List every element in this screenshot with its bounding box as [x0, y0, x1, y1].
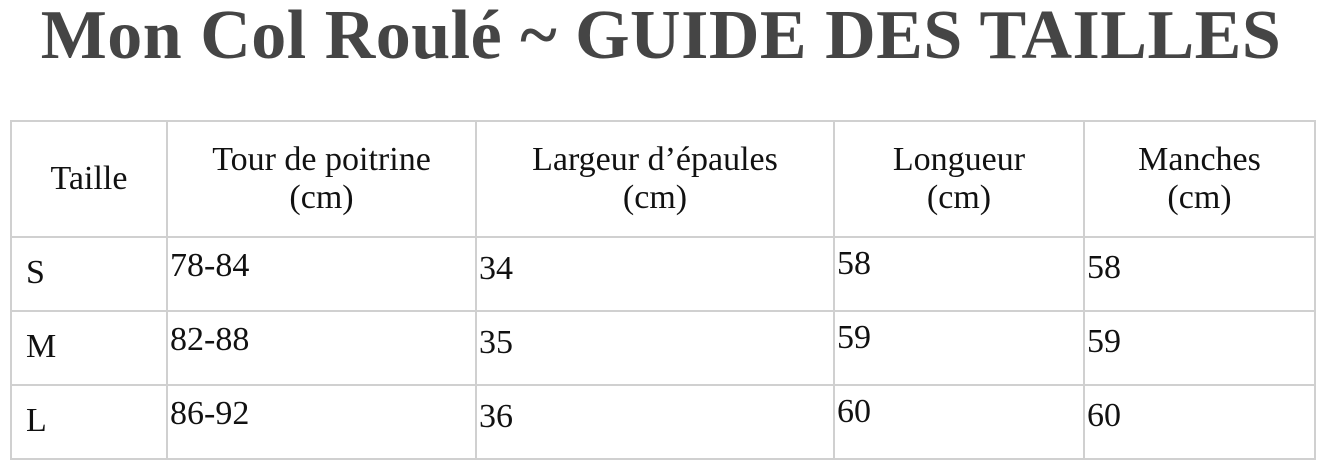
- cell-value: 34: [479, 250, 513, 287]
- header-label: Taille: [50, 160, 128, 197]
- header-unit: (cm): [926, 179, 992, 216]
- table-row: M 82-88 35 59 59: [10, 310, 1316, 386]
- header-unit: (cm): [622, 179, 688, 216]
- cell-value: 78-84: [170, 247, 250, 284]
- header-label: Longueur: [892, 141, 1026, 178]
- cell-shoulders: 36: [475, 384, 835, 460]
- cell-value: M: [26, 328, 57, 365]
- table-row: S 78-84 34 58 58: [10, 236, 1316, 312]
- cell-value: 35: [479, 324, 513, 361]
- cell-size: L: [10, 384, 168, 460]
- cell-value: 60: [1087, 397, 1121, 434]
- cell-sleeves: 59: [1083, 310, 1316, 386]
- header-unit: (cm): [289, 179, 354, 216]
- header-size: Taille: [10, 120, 168, 238]
- header-shoulders: Largeur d’épaules (cm): [475, 120, 835, 238]
- cell-length: 58: [833, 236, 1085, 312]
- cell-sleeves: 58: [1083, 236, 1316, 312]
- cell-value: 60: [837, 393, 871, 430]
- cell-chest: 82-88: [166, 310, 477, 386]
- header-label: Tour de poitrine: [212, 141, 431, 178]
- header-length: Longueur (cm): [833, 120, 1085, 238]
- size-guide-table: Taille Tour de poitrine (cm) Largeur d’ép…: [10, 120, 1316, 460]
- page-title: Mon Col Roulé ~ GUIDE DES TAILLES: [40, 0, 1282, 74]
- cell-length: 60: [833, 384, 1085, 460]
- cell-shoulders: 34: [475, 236, 835, 312]
- cell-value: 36: [479, 398, 513, 435]
- header-unit: (cm): [1167, 179, 1232, 216]
- cell-size: S: [10, 236, 168, 312]
- cell-chest: 86-92: [166, 384, 477, 460]
- cell-value: 59: [837, 319, 871, 356]
- cell-size: M: [10, 310, 168, 386]
- cell-sleeves: 60: [1083, 384, 1316, 460]
- header-chest: Tour de poitrine (cm): [166, 120, 477, 238]
- cell-value: L: [26, 402, 47, 439]
- table-row: L 86-92 36 60 60: [10, 384, 1316, 460]
- header-label: Manches: [1138, 141, 1261, 178]
- cell-value: 58: [1087, 249, 1121, 286]
- cell-length: 59: [833, 310, 1085, 386]
- cell-value: 82-88: [170, 321, 250, 358]
- cell-value: S: [26, 254, 45, 291]
- header-sleeves: Manches (cm): [1083, 120, 1316, 238]
- table-header-row: Taille Tour de poitrine (cm) Largeur d’ép…: [10, 120, 1316, 238]
- cell-shoulders: 35: [475, 310, 835, 386]
- cell-value: 86-92: [170, 395, 250, 432]
- cell-value: 59: [1087, 323, 1121, 360]
- cell-value: 58: [837, 245, 871, 282]
- cell-chest: 78-84: [166, 236, 477, 312]
- header-label: Largeur d’épaules: [532, 141, 778, 178]
